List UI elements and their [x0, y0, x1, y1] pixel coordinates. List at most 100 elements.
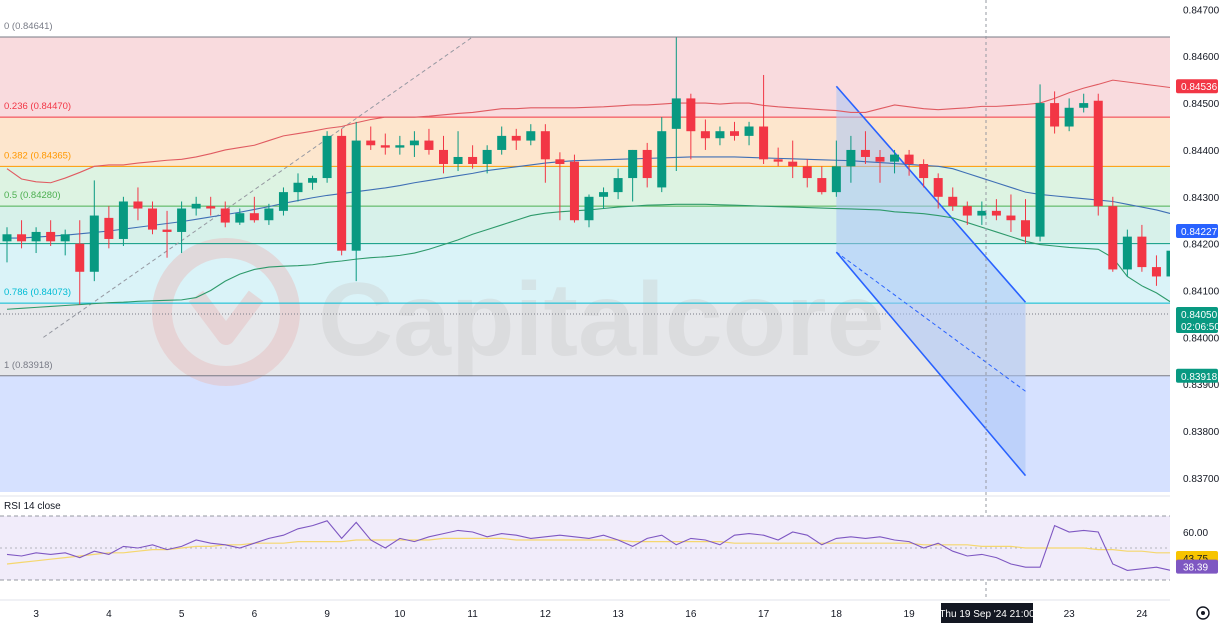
cursor-time-label: Thu 19 Sep '24 21:00 [939, 609, 1035, 620]
candle-body [206, 206, 215, 208]
candle-body [454, 157, 463, 164]
candle-body [788, 162, 797, 167]
time-tick-label: 4 [106, 609, 112, 620]
candle-body [323, 136, 332, 178]
fib-label-0.5: 0.5 (0.84280) [4, 190, 61, 201]
candle-body [657, 131, 666, 187]
candle-body [264, 209, 273, 221]
fib-label-0.236: 0.236 (0.84470) [4, 101, 71, 112]
candle-body [104, 218, 113, 239]
price-tick-label: 0.84000 [1183, 333, 1220, 344]
time-tick-label: 13 [613, 609, 625, 620]
candle-body [1050, 103, 1059, 126]
time-tick-label: 19 [904, 609, 916, 620]
candle-body [192, 204, 201, 209]
rsi-label: RSI 14 close [4, 501, 61, 512]
time-tick-label: 23 [1064, 609, 1076, 620]
candle-body [963, 206, 972, 215]
time-tick-label: 6 [252, 609, 258, 620]
candle-body [905, 155, 914, 164]
candle-body [1108, 206, 1117, 269]
fib-label-0.382: 0.382 (0.84365) [4, 150, 71, 161]
candle-body [672, 98, 681, 128]
fib-label-0.786: 0.786 (0.84073) [4, 287, 71, 298]
candle-body [90, 216, 99, 272]
fib-label-1: 1 (0.83918) [4, 360, 53, 371]
candle-body [876, 157, 885, 162]
price-tick-label: 0.84200 [1183, 240, 1220, 251]
candle-body [119, 201, 128, 238]
candle-body [177, 209, 186, 232]
candle-body [934, 178, 943, 197]
candle-body [599, 192, 608, 197]
candle-body [250, 213, 259, 220]
candle-body [1123, 237, 1132, 270]
price-tag-label: 0.83918 [1181, 372, 1218, 383]
candle-body [75, 244, 84, 272]
price-tag-label: 0.84050 [1181, 310, 1218, 321]
watermark-text: Capitalcore [318, 262, 884, 378]
candle-body [992, 211, 1001, 216]
candle-body [1137, 237, 1146, 267]
fib-zone-0.236 [0, 117, 1170, 166]
candle-body [1021, 220, 1030, 236]
candle-body [439, 150, 448, 164]
candle-body [468, 157, 477, 164]
price-tick-label: 0.84400 [1183, 146, 1220, 157]
candle-body [3, 234, 12, 241]
candle-body [366, 141, 375, 146]
time-tick-label: 10 [394, 609, 406, 620]
price-tick-label: 0.83800 [1183, 427, 1220, 438]
candle-body [745, 127, 754, 136]
candle-body [541, 131, 550, 159]
candle-body [32, 232, 41, 241]
price-tag-label: 0.84227 [1181, 227, 1218, 238]
candle-body [148, 209, 157, 230]
time-tick-label: 9 [324, 609, 330, 620]
candle-body [643, 150, 652, 178]
candle-body [17, 234, 26, 241]
candle-body [803, 166, 812, 178]
candle-body [221, 209, 230, 223]
price-axis[interactable]: 0.847000.846000.845000.844000.843000.842… [1170, 0, 1221, 625]
candle-body [395, 145, 404, 147]
candle-body [846, 150, 855, 166]
fib-label-0: 0 (0.84641) [4, 21, 53, 32]
candle-body [774, 159, 783, 161]
rsi-tick-label: 60.00 [1183, 528, 1208, 539]
price-tick-label: 0.83700 [1183, 474, 1220, 485]
time-tick-label: 24 [1136, 609, 1148, 620]
candle-body [163, 230, 172, 232]
time-tick-label: 5 [179, 609, 185, 620]
candle-body [483, 150, 492, 164]
candle-body [919, 164, 928, 178]
settings-gear-center [1201, 611, 1205, 615]
candle-body [730, 131, 739, 136]
candle-body [614, 178, 623, 192]
rsi-tag-label: 38.39 [1183, 563, 1208, 574]
candle-body [832, 166, 841, 192]
candle-body [1036, 103, 1045, 237]
candle-body [817, 178, 826, 192]
candle-body [861, 150, 870, 157]
candle-body [308, 178, 317, 183]
time-tick-label: 3 [33, 609, 39, 620]
time-tick-label: 16 [685, 609, 697, 620]
time-tick-label: 18 [831, 609, 843, 620]
candle-body [279, 192, 288, 211]
price-tick-label: 0.84700 [1183, 5, 1220, 16]
candle-body [628, 150, 637, 178]
candle-body [570, 162, 579, 221]
candle-body [46, 232, 55, 241]
candle-body [585, 197, 594, 220]
candle-body [1152, 267, 1161, 276]
candle-body [294, 183, 303, 192]
candle-body [133, 201, 142, 208]
price-tick-label: 0.84500 [1183, 99, 1220, 110]
candle-body [1094, 101, 1103, 206]
candle-body [424, 141, 433, 150]
fib-zone-0 [0, 37, 1170, 117]
